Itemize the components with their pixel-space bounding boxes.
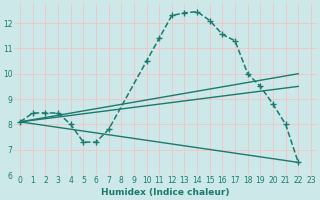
X-axis label: Humidex (Indice chaleur): Humidex (Indice chaleur) — [101, 188, 230, 197]
